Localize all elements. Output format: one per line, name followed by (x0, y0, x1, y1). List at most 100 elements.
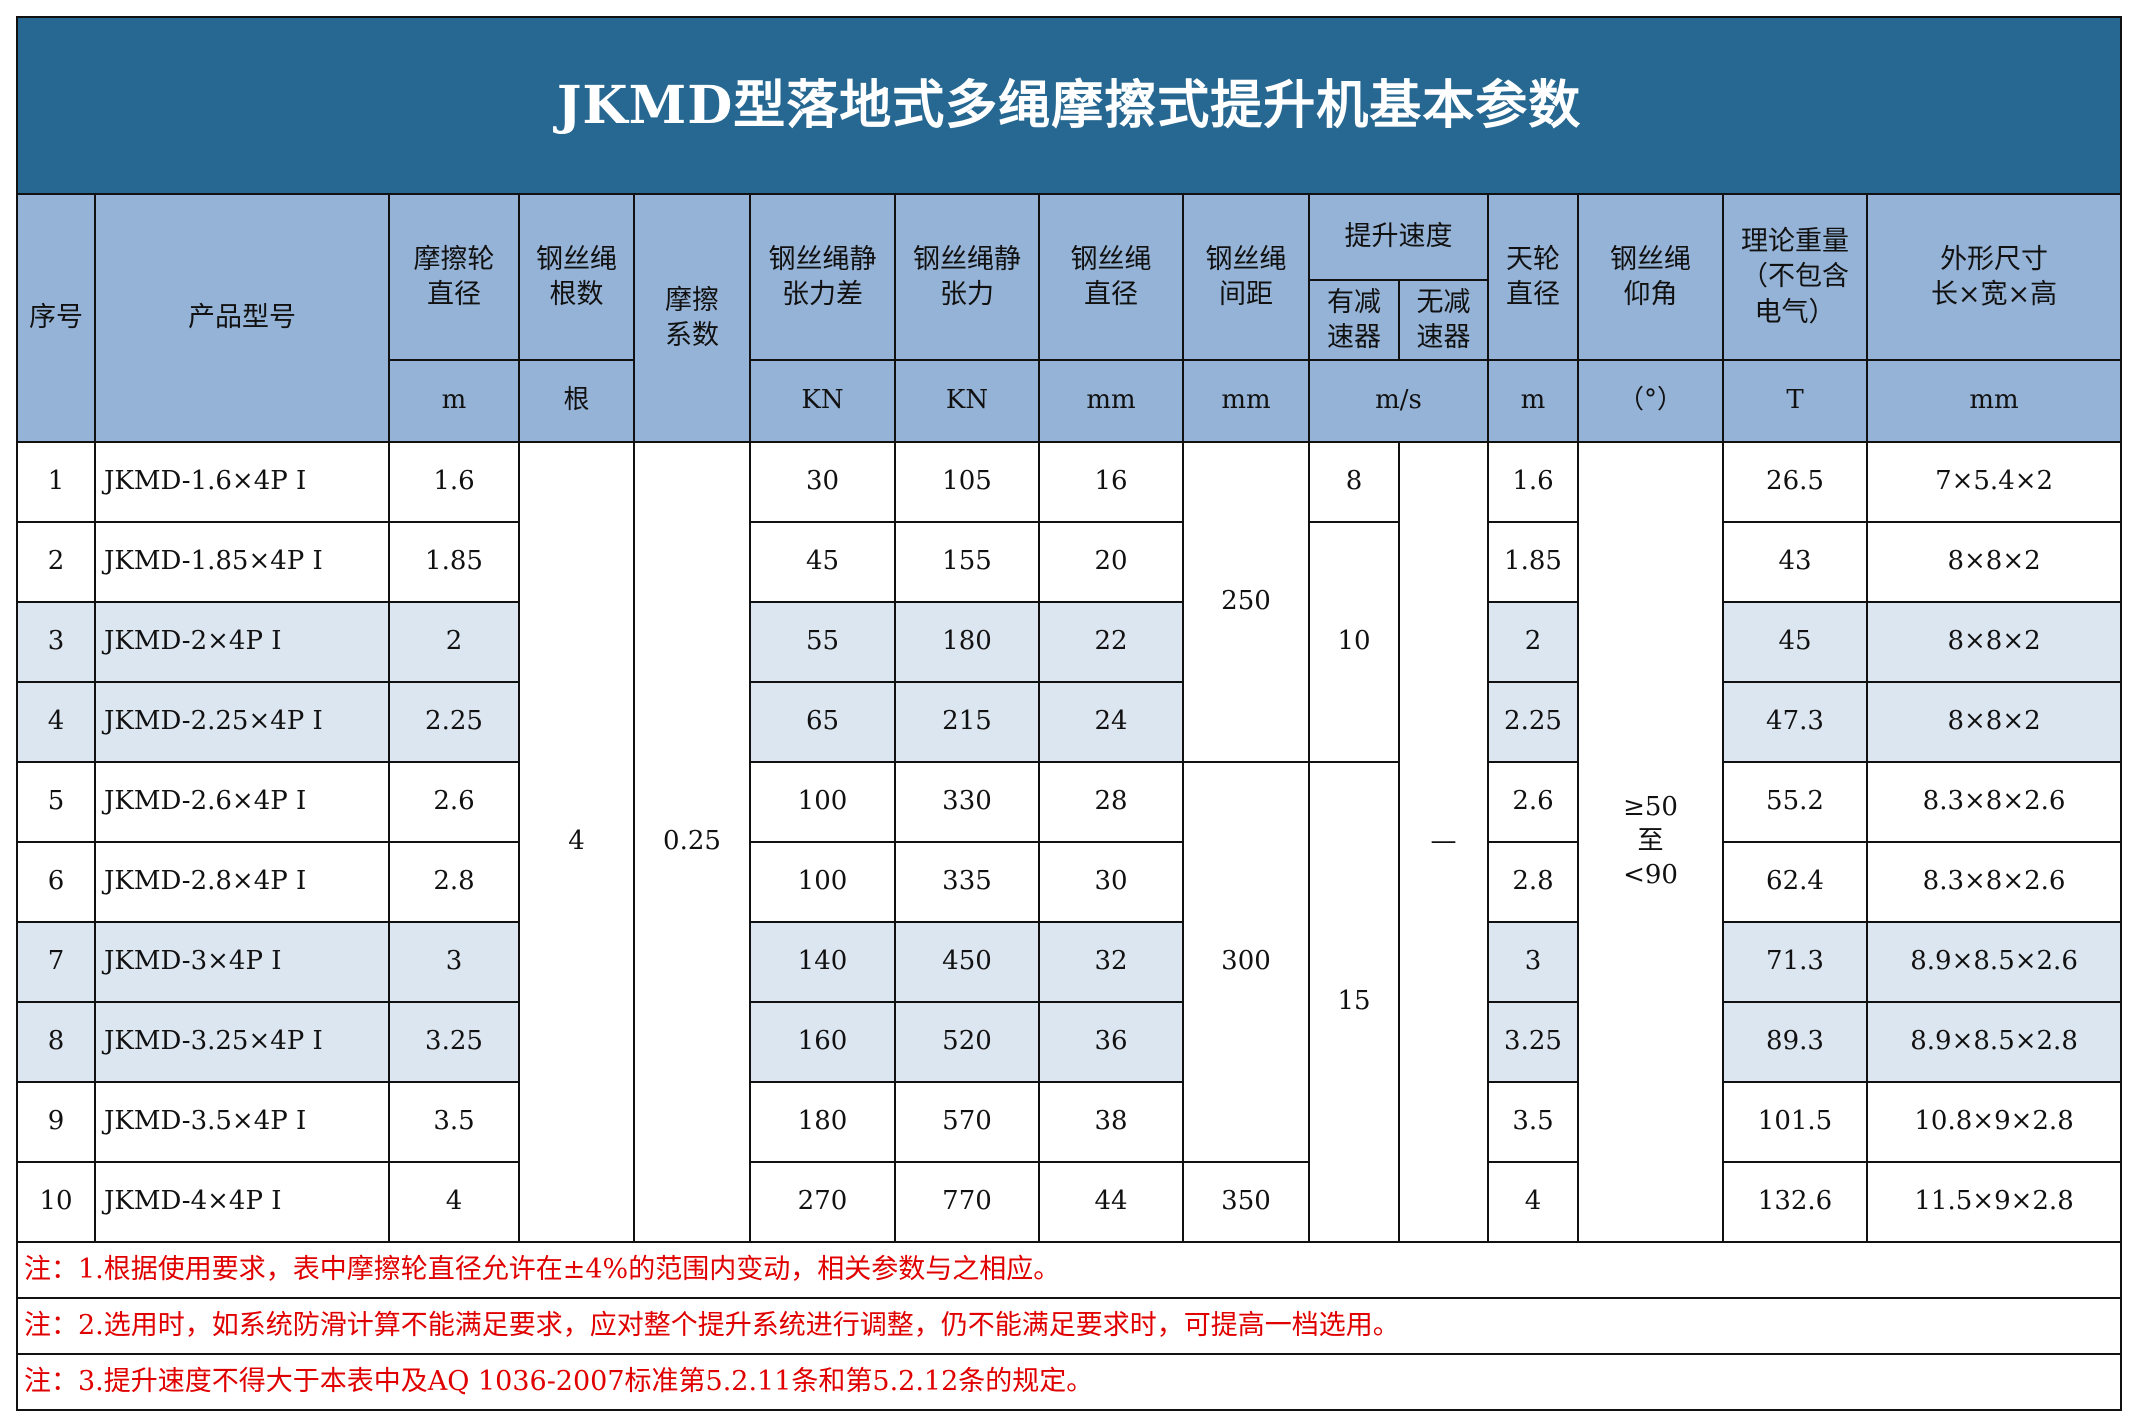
note-text: 注：2.选用时，如系统防滑计算不能满足要求，应对整个提升系统进行调整，仍不能满足… (15, 1297, 2123, 1355)
cell-head-sheave-dia: 2.8 (1487, 841, 1579, 923)
cell-static-tension: 215 (894, 681, 1040, 763)
cell-seq: 5 (16, 761, 96, 843)
header-friction-coef: 摩擦 系数 (633, 193, 751, 443)
cell-static-tension-diff: 65 (749, 681, 896, 763)
cell-weight: 47.3 (1722, 681, 1868, 763)
cell-friction-wheel-dia: 3.5 (388, 1081, 520, 1163)
cell-model: JKMD-2.6×4P Ⅰ (94, 761, 390, 843)
cell-weight: 132.6 (1722, 1161, 1868, 1243)
cell-friction-wheel-dia: 1.85 (388, 521, 520, 603)
cell-friction-wheel-dia: 2 (388, 601, 520, 683)
cell-static-tension-diff: 55 (749, 601, 896, 683)
cell-dimensions: 8×8×2 (1865, 521, 2123, 603)
cell-model: JKMD-3.25×4P Ⅰ (94, 1001, 390, 1083)
cell-seq: 9 (16, 1081, 96, 1163)
cell-without-reducer: — (1398, 441, 1489, 1243)
table-row: 7 JKMD-3×4P Ⅰ 3 140 450 32 3 71.3 8.9×8.5×2.6 (16, 921, 2123, 1003)
table-row: 1 JKMD-1.6×4P Ⅰ 1.6 4 0.25 30 105 16 250 8—1.6 ≥50… (16, 441, 2123, 1243)
cell-model: JKMD-4×4P Ⅰ (94, 1161, 390, 1243)
note-row: 注：3.提升速度不得大于本表中及AQ 1036-2007标准第5.2.11条和第… (15, 1353, 2123, 1411)
cell-friction-coef: 0.25 (633, 441, 751, 1243)
cell-rope-dia: 20 (1038, 521, 1184, 603)
table-row: 8 JKMD-3.25×4P Ⅰ 3.25 160 520 36 3.25 89.3 8.9×8… (16, 1001, 2123, 1083)
cell-friction-wheel-dia: 2.25 (388, 681, 520, 763)
note-text: 注：3.提升速度不得大于本表中及AQ 1036-2007标准第5.2.11条和第… (15, 1353, 2123, 1411)
header-dimensions: 外形尺寸 长×宽×高 (1865, 193, 2123, 361)
cell-rope-dia: 30 (1038, 841, 1184, 923)
page-title: JKMD型落地式多绳摩擦式提升机基本参数 (15, 16, 2123, 195)
cell-seq: 8 (16, 1001, 96, 1083)
cell-seq: 1 (16, 441, 96, 523)
cell-static-tension: 330 (894, 761, 1040, 843)
header-seq: 序号 (16, 193, 96, 443)
cell-dimensions: 8.9×8.5×2.8 (1865, 1001, 2123, 1083)
header-friction-wheel-dia: 摩擦轮 直径 (388, 193, 520, 361)
parameter-table: JKMD型落地式多绳摩擦式提升机基本参数 序号 产品型号 摩擦轮 直径 钢丝绳 根数… (15, 16, 2123, 1411)
parameter-sheet: JKMD型落地式多绳摩擦式提升机基本参数 序号 产品型号 摩擦轮 直径 钢丝绳 根数… (15, 16, 2123, 1411)
cell-seq: 2 (16, 521, 96, 603)
header-hoist-speed: 提升速度 (1308, 193, 1489, 281)
unit-rope-dia: mm (1038, 359, 1184, 443)
unit-static-tension: KN (894, 359, 1040, 443)
header-model: 产品型号 (94, 193, 390, 443)
cell-dimensions: 11.5×9×2.8 (1865, 1161, 2123, 1243)
cell-rope-dia: 32 (1038, 921, 1184, 1003)
cell-head-sheave-dia: 2.25 (1487, 681, 1579, 763)
header-static-tension: 钢丝绳静 张力 (894, 193, 1040, 361)
header-head-sheave-dia: 天轮 直径 (1487, 193, 1579, 361)
cell-static-tension-diff: 45 (749, 521, 896, 603)
cell-static-tension-diff: 180 (749, 1081, 896, 1163)
cell-friction-wheel-dia: 2.6 (388, 761, 520, 843)
unit-hoist-speed: m/s (1308, 359, 1489, 443)
cell-dimensions: 8.3×8×2.6 (1865, 761, 2123, 843)
cell-seq: 10 (16, 1161, 96, 1243)
cell-static-tension: 335 (894, 841, 1040, 923)
cell-rope-angle: ≥50 至 <90 (1577, 441, 1724, 1243)
unit-rope-angle: （°） (1577, 359, 1724, 443)
header-rope-count: 钢丝绳 根数 (518, 193, 635, 361)
cell-model: JKMD-2.8×4P Ⅰ (94, 841, 390, 923)
unit-weight: T (1722, 359, 1868, 443)
cell-rope-dia: 28 (1038, 761, 1184, 843)
cell-friction-wheel-dia: 4 (388, 1161, 520, 1243)
cell-head-sheave-dia: 1.6 (1487, 441, 1579, 523)
table-row: 4 JKMD-2.25×4P Ⅰ 2.25 65 215 24 2.25 47.3 8×8×2 (16, 681, 2123, 763)
cell-with-reducer: 15 (1308, 761, 1400, 1243)
cell-static-tension: 770 (894, 1161, 1040, 1243)
cell-model: JKMD-3.5×4P Ⅰ (94, 1081, 390, 1163)
cell-weight: 89.3 (1722, 1001, 1868, 1083)
cell-seq: 6 (16, 841, 96, 923)
table-row: 3 JKMD-2×4P Ⅰ 2 55 180 22 2 45 8×8×2 (16, 601, 2123, 683)
header-rope-spacing: 钢丝绳 间距 (1182, 193, 1310, 361)
cell-static-tension-diff: 100 (749, 761, 896, 843)
cell-weight: 45 (1722, 601, 1868, 683)
table-row: 5 JKMD-2.6×4P Ⅰ 2.6 100 330 28 300 15 2.6 55.2 8.3… (16, 761, 2123, 1243)
cell-seq: 4 (16, 681, 96, 763)
table-row: 2 JKMD-1.85×4P Ⅰ 1.85 45 155 20 10 1.85 43 8×8×2 (16, 521, 2123, 763)
cell-model: JKMD-1.6×4P Ⅰ (94, 441, 390, 523)
cell-static-tension: 570 (894, 1081, 1040, 1163)
unit-rope-spacing: mm (1182, 359, 1310, 443)
cell-model: JKMD-3×4P Ⅰ (94, 921, 390, 1003)
table-row: 6 JKMD-2.8×4P Ⅰ 2.8 100 335 30 2.8 62.4 8.3×8×2.… (16, 841, 2123, 923)
unit-dimensions: mm (1865, 359, 2123, 443)
cell-with-reducer: 8 (1308, 441, 1400, 523)
cell-with-reducer: 10 (1308, 521, 1400, 763)
header-weight: 理论重量 （不包含 电气） (1722, 193, 1868, 361)
cell-static-tension: 155 (894, 521, 1040, 603)
cell-static-tension-diff: 270 (749, 1161, 896, 1243)
cell-static-tension: 105 (894, 441, 1040, 523)
rope-angle-line: 至 (1637, 826, 1664, 857)
unit-static-tension-diff: KN (749, 359, 896, 443)
cell-rope-spacing: 300 (1182, 761, 1310, 1163)
header-rope-angle: 钢丝绳 仰角 (1577, 193, 1724, 361)
header-rope-dia: 钢丝绳 直径 (1038, 193, 1184, 361)
cell-rope-dia: 24 (1038, 681, 1184, 763)
header-without-reducer: 无减 速器 (1398, 279, 1489, 361)
cell-head-sheave-dia: 4 (1487, 1161, 1579, 1243)
cell-model: JKMD-1.85×4P Ⅰ (94, 521, 390, 603)
cell-model: JKMD-2×4P Ⅰ (94, 601, 390, 683)
cell-friction-wheel-dia: 2.8 (388, 841, 520, 923)
cell-head-sheave-dia: 3 (1487, 921, 1579, 1003)
note-row: 注：2.选用时，如系统防滑计算不能满足要求，应对整个提升系统进行调整，仍不能满足… (15, 1297, 2123, 1355)
